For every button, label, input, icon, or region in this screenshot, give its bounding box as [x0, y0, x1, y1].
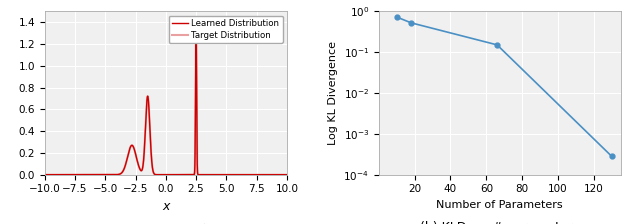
- Line: Learned Distribution: Learned Distribution: [45, 24, 287, 175]
- Target Distribution: [41, 173, 49, 176]
- Target Distribution: [283, 173, 291, 176]
- Learned Distribution: [220, 173, 228, 176]
- Target Distribution: [220, 173, 228, 176]
- Learned Distribution: [53, 173, 61, 176]
- Learned Distribution: [184, 173, 192, 176]
- Target Distribution: [234, 173, 241, 176]
- Target Distribution: [53, 173, 61, 176]
- Legend: Learned Distribution, Target Distribution: Learned Distribution, Target Distributio…: [169, 15, 282, 43]
- Learned Distribution: [283, 173, 291, 176]
- Y-axis label: Log KL Divergence: Log KL Divergence: [328, 41, 338, 145]
- Text: (a) density fit,  $\mathcal{N} = 64$: (a) density fit, $\mathcal{N} = 64$: [95, 220, 236, 224]
- Text: (b) KLD vs. # parameters: (b) KLD vs. # parameters: [420, 220, 579, 224]
- Target Distribution: [192, 23, 200, 26]
- Target Distribution: [184, 173, 192, 176]
- Learned Distribution: [192, 23, 200, 26]
- Learned Distribution: [234, 173, 241, 176]
- Learned Distribution: [195, 173, 202, 176]
- Target Distribution: [195, 173, 202, 176]
- X-axis label: x: x: [162, 200, 170, 213]
- Target Distribution: [129, 144, 136, 147]
- Learned Distribution: [129, 144, 136, 147]
- Line: Target Distribution: Target Distribution: [45, 24, 287, 175]
- X-axis label: Number of Parameters: Number of Parameters: [436, 200, 563, 210]
- Learned Distribution: [41, 173, 49, 176]
